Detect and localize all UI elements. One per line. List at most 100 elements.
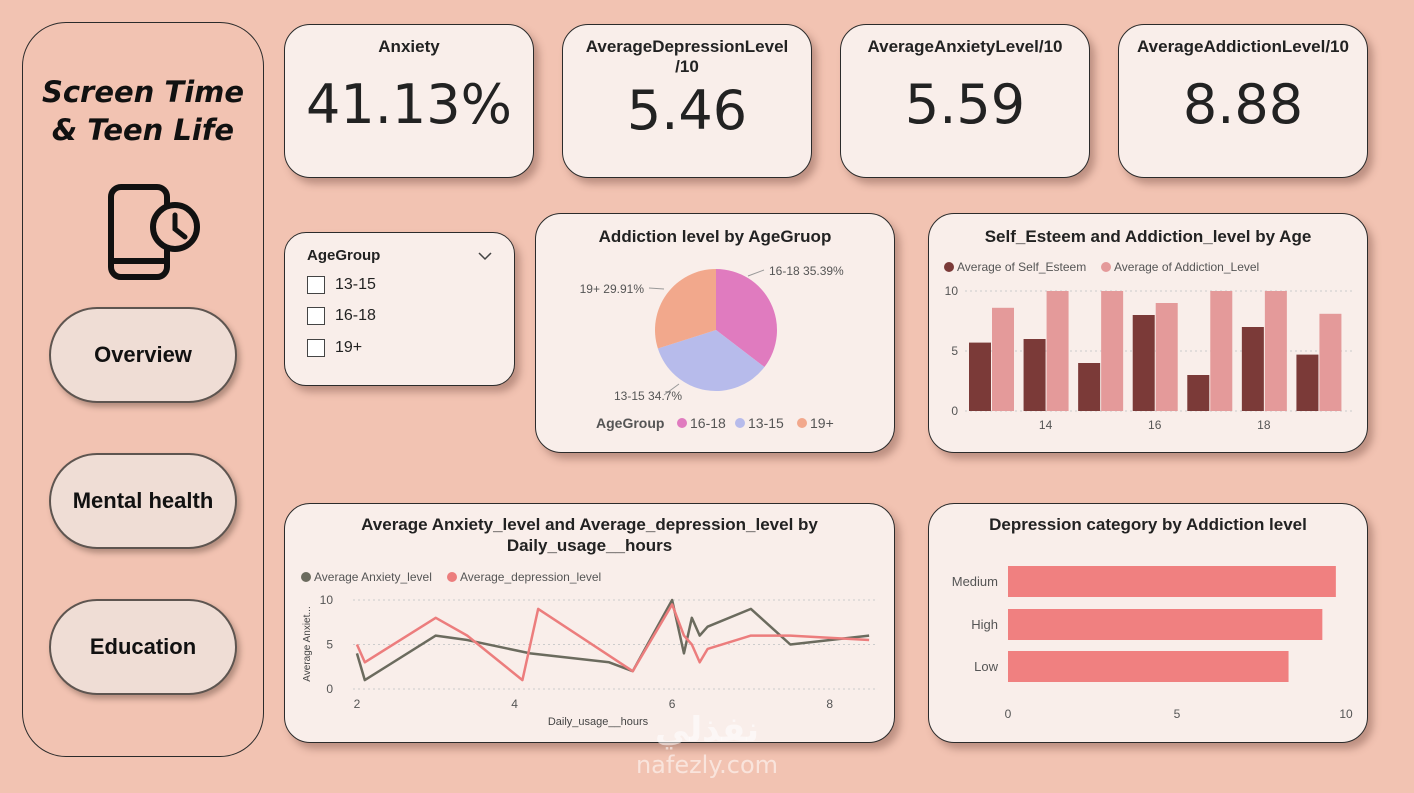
line-series-Average_depression_level bbox=[355, 603, 870, 682]
line-legend-marker bbox=[301, 572, 311, 582]
phone-clock-icon bbox=[108, 184, 200, 280]
hbar-chart: Medium High Low 0 5 10 bbox=[952, 566, 1353, 721]
pie-leader-line bbox=[663, 383, 680, 396]
chart-title: Average Anxiety_level and Average_depres… bbox=[361, 515, 818, 555]
hbar-x-tick-label: 10 bbox=[1339, 707, 1353, 721]
kpi-value: 8.88 bbox=[1182, 73, 1304, 136]
pie-legend-marker bbox=[735, 418, 745, 428]
app-title-line2: & Teen Life bbox=[51, 113, 235, 147]
line-x-tick-label: 2 bbox=[354, 697, 361, 711]
hbar-bar-high bbox=[1008, 609, 1323, 640]
slicer-option-16-18[interactable]: 16-18 bbox=[307, 307, 376, 325]
column-legend-label: Average of Self_Esteem bbox=[957, 260, 1086, 274]
slicer-option-label: 13-15 bbox=[335, 276, 376, 293]
sidebar: Screen Time & Teen Life Overview Mental … bbox=[22, 22, 264, 757]
chart-title: Addiction level by AgeGruop bbox=[598, 227, 832, 246]
kpi-title: AverageAddictionLevel/10 bbox=[1137, 37, 1349, 56]
pie-legend-label: 19+ bbox=[810, 415, 834, 431]
kpi-card-anxiety: Anxiety 41.13% bbox=[284, 24, 534, 178]
hbar-x-tick-label: 0 bbox=[1005, 707, 1012, 721]
checkbox[interactable] bbox=[307, 339, 325, 357]
column-x-tick-label: 14 bbox=[1039, 418, 1053, 432]
column-legend-marker bbox=[1101, 262, 1111, 272]
column-legend-label: Average of Addiction_Level bbox=[1114, 260, 1259, 274]
pie-slice-19+ bbox=[655, 269, 716, 349]
slicer-option-label: 16-18 bbox=[335, 307, 376, 324]
pie-leader-line bbox=[747, 269, 765, 277]
watermark: نفذلي nafezly.com bbox=[622, 710, 792, 790]
column-bar-Average-of-Addiction_Level bbox=[992, 307, 1014, 411]
kpi-value: 5.59 bbox=[904, 73, 1026, 136]
pie-data-label: 16-18 35.39% bbox=[769, 264, 844, 278]
column-bar-Average-of-Addiction_Level bbox=[1046, 291, 1069, 411]
chart-title: Self_Esteem and Addiction_level by Age bbox=[984, 227, 1312, 246]
line-y-tick-label: 10 bbox=[320, 593, 334, 607]
line-y-tick-label: 5 bbox=[326, 638, 333, 652]
slicer-title: AgeGroup bbox=[307, 247, 381, 264]
slicer-option-label: 19+ bbox=[335, 339, 363, 356]
pie-data-label: 19+ 29.91% bbox=[580, 282, 645, 296]
hbar-x-tick-label: 5 bbox=[1174, 707, 1181, 721]
column-bar-Average-of-Addiction_Level bbox=[1319, 313, 1342, 411]
kpi-title: AverageDepressionLevel /10 bbox=[585, 37, 789, 76]
column-bar-Average-of-Self_Esteem bbox=[1296, 354, 1319, 411]
kpi-value: 5.46 bbox=[626, 79, 748, 142]
pie-legend-title: AgeGroup bbox=[596, 415, 664, 431]
chevron-down-icon[interactable] bbox=[478, 251, 492, 261]
line-x-tick-label: 8 bbox=[826, 697, 833, 711]
column-bar-Average-of-Self_Esteem bbox=[969, 342, 991, 411]
hbar-category-label: High bbox=[971, 617, 998, 632]
nav-education-button[interactable]: Education bbox=[49, 599, 237, 695]
pie-slice-13-15 bbox=[657, 330, 765, 391]
line-series-Average-Anxiety_level bbox=[355, 598, 870, 682]
column-chart: Average of Self_Esteem Average of Addicti… bbox=[944, 260, 1355, 432]
hbar-category-label: Low bbox=[974, 659, 998, 674]
line-chart-card: Average Anxiety_level and Average_depres… bbox=[284, 503, 895, 743]
checkbox[interactable] bbox=[307, 307, 325, 325]
watermark-latin: nafezly.com bbox=[635, 751, 779, 779]
kpi-card-anxiety-level: AverageAnxietyLevel/10 5.59 bbox=[840, 24, 1090, 178]
kpi-title: AverageAnxietyLevel/10 bbox=[867, 37, 1063, 56]
watermark-arabic: نفذلي bbox=[654, 710, 760, 750]
pie-legend-label: 13-15 bbox=[748, 415, 784, 431]
pie-chart-card: Addiction level by AgeGruop 16-18 35.39%… bbox=[535, 213, 895, 453]
line-x-axis-label: Daily_usage__hours bbox=[548, 716, 649, 728]
column-bar-Average-of-Self_Esteem bbox=[1023, 339, 1046, 411]
line-y-tick-label: 0 bbox=[326, 682, 333, 696]
column-chart-card: Self_Esteem and Addiction_level by Age A… bbox=[928, 213, 1368, 453]
line-x-tick-label: 4 bbox=[511, 697, 518, 711]
slicer-option-19plus[interactable]: 19+ bbox=[307, 339, 362, 357]
line-x-tick-label: 6 bbox=[669, 697, 676, 711]
line-legend-marker bbox=[447, 572, 457, 582]
column-bar-Average-of-Self_Esteem bbox=[1132, 315, 1155, 411]
agegroup-slicer: AgeGroup 13-15 16-18 19+ bbox=[284, 232, 515, 386]
pie-legend-marker bbox=[797, 418, 807, 428]
kpi-title: Anxiety bbox=[378, 37, 440, 56]
hbar-bar-medium bbox=[1008, 566, 1336, 597]
hbar-bar-low bbox=[1008, 651, 1289, 682]
column-legend-marker bbox=[944, 262, 954, 272]
nav-overview-button[interactable]: Overview bbox=[49, 307, 237, 403]
column-y-tick-label: 5 bbox=[951, 344, 958, 358]
line-chart: Average Anxiety_level Average_depression_… bbox=[301, 570, 877, 728]
app-title-line1: Screen Time bbox=[41, 75, 245, 109]
slicer-option-13-15[interactable]: 13-15 bbox=[307, 276, 376, 294]
column-x-tick-label: 16 bbox=[1148, 418, 1162, 432]
column-bar-Average-of-Self_Esteem bbox=[1241, 327, 1264, 411]
hbar-category-label: Medium bbox=[952, 574, 998, 589]
column-bar-Average-of-Self_Esteem bbox=[1078, 363, 1101, 411]
column-y-tick-label: 0 bbox=[951, 404, 958, 418]
line-legend-label: Average Anxiety_level bbox=[314, 570, 432, 584]
pie-legend-marker bbox=[677, 418, 687, 428]
kpi-value: 41.13% bbox=[306, 73, 512, 136]
column-bar-Average-of-Addiction_Level bbox=[1101, 291, 1124, 411]
line-y-axis-label: Average Anxiet... bbox=[302, 606, 313, 681]
pie-leader-line bbox=[648, 287, 665, 290]
column-bar-Average-of-Addiction_Level bbox=[1210, 291, 1233, 411]
column-y-tick-label: 10 bbox=[945, 284, 959, 298]
nav-mental-health-button[interactable]: Mental health bbox=[49, 453, 237, 549]
line-legend-label: Average_depression_level bbox=[460, 570, 601, 584]
pie-slice-16-18 bbox=[716, 269, 777, 368]
checkbox[interactable] bbox=[307, 276, 325, 294]
column-bar-Average-of-Self_Esteem bbox=[1187, 375, 1210, 411]
